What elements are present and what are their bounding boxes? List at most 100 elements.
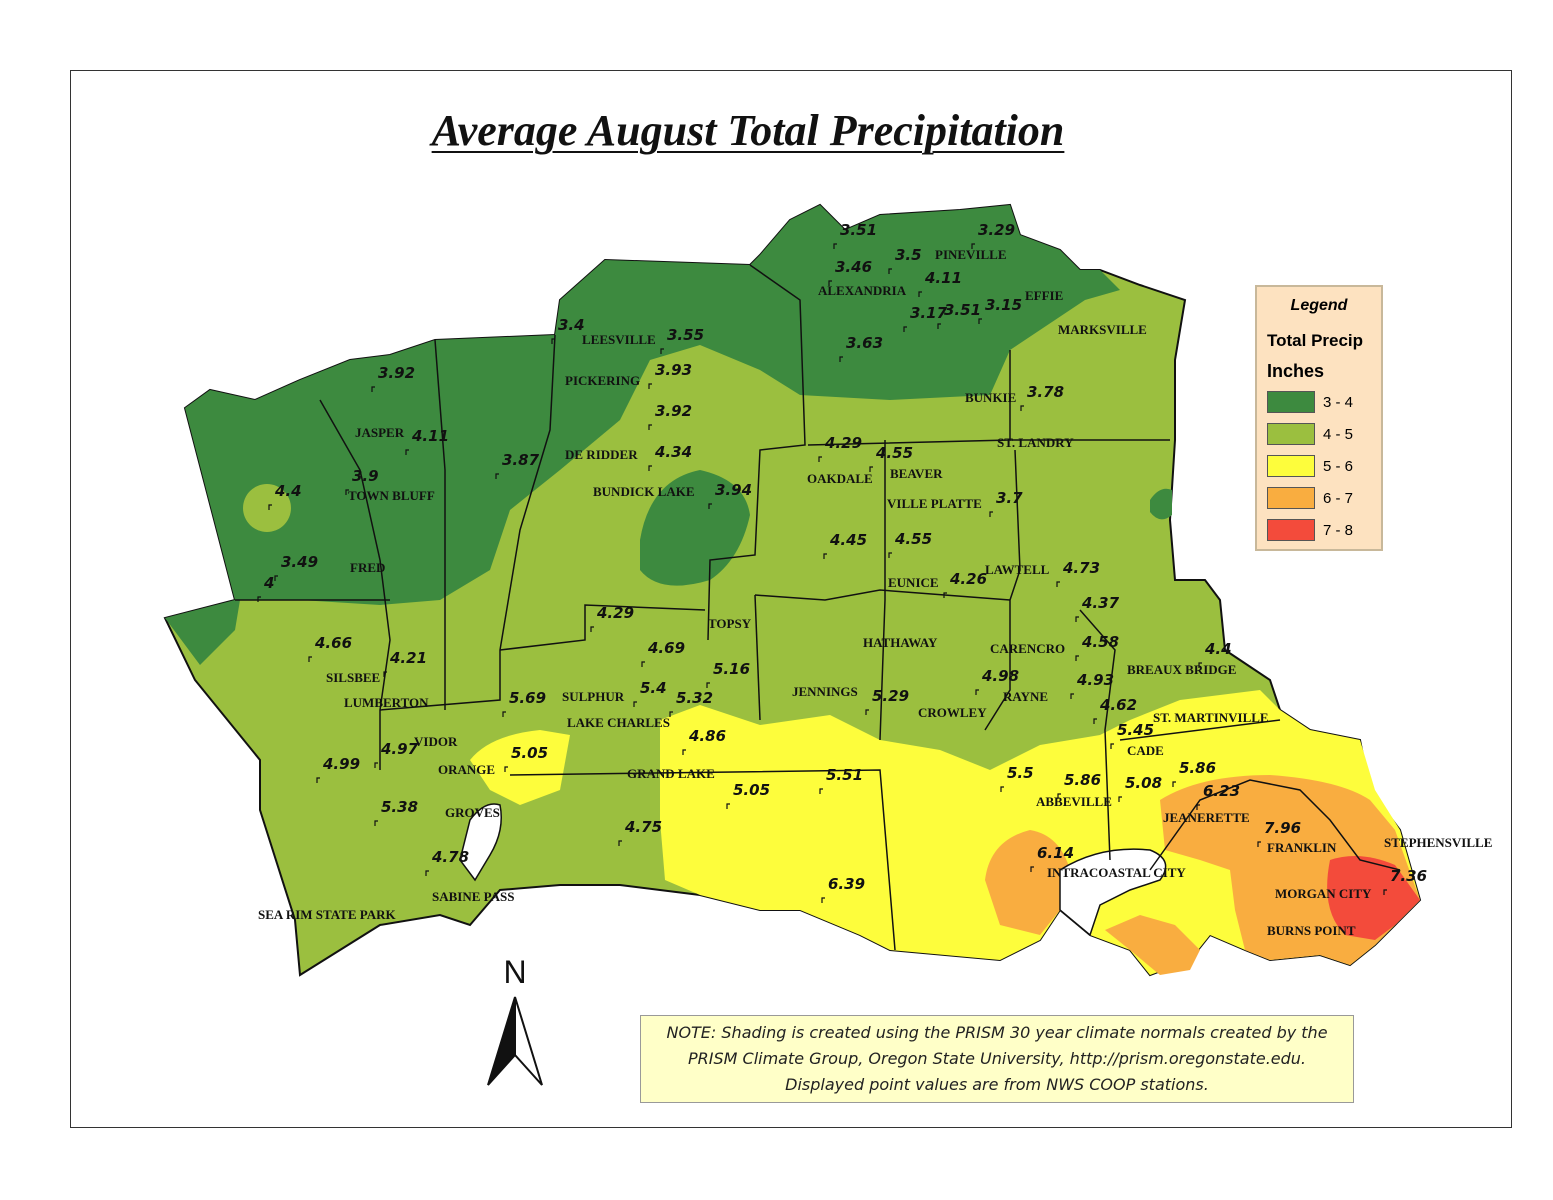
station-value: 3.92 (378, 364, 415, 382)
station-marker: 4.86 (682, 727, 726, 755)
place-label: CARENCRO (990, 641, 1065, 656)
station-value: 5.05 (733, 781, 770, 799)
station-flag-icon (918, 291, 922, 297)
station-flag-icon (971, 243, 975, 249)
station-flag-icon (425, 870, 429, 876)
place-label: PICKERING (565, 373, 640, 388)
station-flag-icon (268, 504, 272, 510)
station-value: 4.98 (981, 667, 1019, 685)
station-marker: 5.4 (633, 679, 667, 707)
station-flag-icon (618, 840, 622, 846)
station-marker: 3.17 (903, 304, 948, 332)
station-marker: 4.21 (383, 649, 427, 677)
station-flag-icon (975, 689, 979, 695)
station-marker: 7.36 (1383, 867, 1427, 895)
station-flag-icon (1075, 616, 1079, 622)
station-marker: 5.86 (1057, 771, 1101, 799)
place-label: SULPHUR (562, 689, 625, 704)
station-flag-icon (590, 626, 594, 632)
station-flag-icon (1093, 718, 1097, 724)
place-label: VIDOR (414, 734, 458, 749)
station-value: 5.86 (1064, 771, 1101, 789)
station-value: 3.87 (502, 451, 540, 469)
station-value: 4.58 (1081, 633, 1119, 651)
station-marker: 4.4 (1198, 640, 1232, 668)
place-label: MARKSVILLE (1058, 322, 1147, 337)
north-arrow-icon: N (487, 955, 543, 1086)
station-value: 3.55 (667, 326, 704, 344)
place-label: JENNINGS (792, 684, 858, 699)
station-marker: 3.4 (551, 316, 585, 344)
station-value: 5.05 (511, 744, 548, 762)
station-marker: 5.05 (504, 744, 548, 772)
station-flag-icon (1030, 866, 1034, 872)
place-label: GRAND LAKE (627, 766, 715, 781)
legend-swatch (1267, 487, 1315, 509)
station-marker: 4.78 (425, 848, 469, 876)
place-label: ALEXANDRIA (818, 283, 907, 298)
station-flag-icon (383, 671, 387, 677)
station-value: 3.5 (895, 246, 922, 264)
station-flag-icon (371, 386, 375, 392)
station-flag-icon (1075, 655, 1079, 661)
station-value: 3.9 (352, 467, 379, 485)
station-marker: 5.05 (726, 781, 770, 809)
station-flag-icon (828, 280, 832, 286)
place-label: ORANGE (438, 762, 495, 777)
station-flag-icon (682, 749, 686, 755)
station-marker: 5.08 (1118, 774, 1162, 802)
place-label: INTRACOASTAL CITY (1047, 865, 1186, 880)
station-value: 4.62 (1099, 696, 1137, 714)
station-flag-icon (865, 709, 869, 715)
note-line: NOTE: Shading is created using the PRISM… (666, 1023, 1328, 1042)
station-flag-icon (937, 323, 941, 329)
station-values: 3.51 3.293.53.464.113.173.51 3.153.43.55 3.… (257, 221, 1427, 903)
station-flag-icon (903, 326, 907, 332)
legend-range: 7 - 8 (1323, 521, 1354, 539)
station-value: 4.99 (322, 755, 360, 773)
station-flag-icon (405, 449, 409, 455)
station-value: 5.5 (1007, 764, 1034, 782)
station-value: 4.21 (389, 649, 427, 667)
station-value: 3.7 (996, 489, 1023, 507)
station-marker: 3.92 (371, 364, 415, 392)
station-flag-icon (823, 553, 827, 559)
station-value: 3.51 (840, 221, 877, 239)
station-marker: 4.11 (405, 427, 449, 455)
station-marker: 3.55 (660, 326, 704, 354)
station-flag-icon (633, 701, 637, 707)
place-label: BURNS POINT (1267, 923, 1356, 938)
place-label: ST. LANDRY (997, 435, 1074, 450)
station-value: 3.29 (978, 221, 1015, 239)
place-label: BREAUX BRIDGE (1127, 662, 1236, 677)
station-flag-icon (345, 489, 349, 495)
station-value: 4 (263, 574, 274, 592)
legend: Legend Total Precip Inches 3 - 4 4 - 5 5… (1255, 285, 1383, 551)
station-value: 3.92 (655, 402, 692, 420)
place-label: FRANKLIN (1267, 840, 1337, 855)
station-flag-icon (1118, 796, 1122, 802)
station-flag-icon (1056, 581, 1060, 587)
station-flag-icon (978, 318, 982, 324)
note-line: Displayed point values are from NWS COOP… (785, 1075, 1209, 1094)
station-flag-icon (257, 596, 261, 602)
zone-7-8 (1327, 856, 1420, 940)
station-flag-icon (869, 466, 873, 472)
legend-units: Inches (1267, 361, 1325, 381)
station-value: 4.4 (274, 482, 302, 500)
station-value: 5.08 (1125, 774, 1162, 792)
station-flag-icon (726, 803, 730, 809)
station-marker: 6.23 (1196, 782, 1240, 810)
station-value: 5.69 (509, 689, 546, 707)
station-marker: 4.99 (316, 755, 360, 783)
station-marker: 4.34 (648, 443, 692, 471)
note-line: PRISM Climate Group, Oregon State Univer… (687, 1049, 1307, 1068)
station-marker: 3.92 (648, 402, 692, 430)
station-marker: 4.55 (888, 530, 932, 558)
place-label: JEANERETTE (1163, 810, 1250, 825)
station-marker: 3.29 (971, 221, 1015, 249)
station-value: 4.97 (380, 740, 419, 758)
station-marker: 4.37 (1075, 594, 1120, 622)
